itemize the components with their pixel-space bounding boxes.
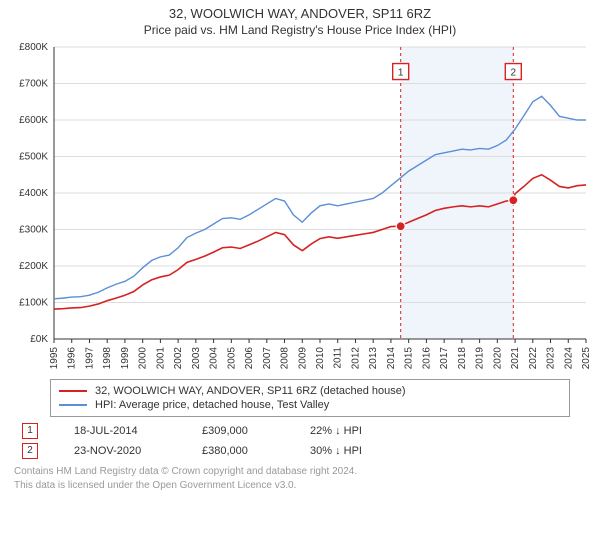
- attribution: Contains HM Land Registry data © Crown c…: [14, 465, 586, 492]
- sale-row: 1 18-JUL-2014 £309,000 22% ↓ HPI: [14, 421, 586, 441]
- svg-text:2008: 2008: [280, 347, 291, 370]
- svg-text:2018: 2018: [457, 347, 468, 370]
- svg-text:2005: 2005: [226, 347, 237, 370]
- chart-title: 32, WOOLWICH WAY, ANDOVER, SP11 6RZ: [10, 6, 590, 21]
- sale-price: £309,000: [202, 425, 274, 437]
- legend-swatch: [59, 390, 87, 392]
- svg-text:1998: 1998: [102, 347, 113, 370]
- svg-text:£600K: £600K: [19, 115, 48, 126]
- svg-text:2004: 2004: [209, 347, 220, 370]
- legend-box: 32, WOOLWICH WAY, ANDOVER, SP11 6RZ (det…: [50, 379, 570, 417]
- price-chart: £0K £100K £200K £300K £400K £500K £600K £700K £8…: [10, 43, 590, 373]
- chart-svg: £0K £100K £200K £300K £400K £500K £600K £700K £8…: [10, 43, 590, 373]
- sale-price: £380,000: [202, 445, 274, 457]
- legend-row: 32, WOOLWICH WAY, ANDOVER, SP11 6RZ (det…: [59, 384, 561, 398]
- sales-table: 1 18-JUL-2014 £309,000 22% ↓ HPI 2 23-NOV-202…: [14, 421, 586, 461]
- svg-text:2015: 2015: [404, 347, 415, 370]
- svg-text:2003: 2003: [191, 347, 202, 370]
- svg-text:2006: 2006: [244, 347, 255, 370]
- svg-text:£300K: £300K: [19, 225, 48, 236]
- svg-text:2011: 2011: [333, 347, 344, 369]
- svg-text:2014: 2014: [386, 347, 397, 370]
- svg-text:2022: 2022: [528, 347, 539, 370]
- svg-text:2021: 2021: [510, 347, 521, 370]
- svg-text:2: 2: [511, 68, 517, 79]
- legend-swatch: [59, 404, 87, 406]
- sale-marker-2: [509, 196, 518, 205]
- svg-text:1: 1: [398, 68, 404, 79]
- svg-text:£100K: £100K: [19, 298, 48, 309]
- svg-text:2009: 2009: [297, 347, 308, 370]
- svg-text:2024: 2024: [563, 347, 574, 370]
- svg-text:2002: 2002: [173, 347, 184, 370]
- svg-text:1999: 1999: [120, 347, 131, 370]
- svg-text:2023: 2023: [546, 347, 557, 370]
- svg-text:1997: 1997: [84, 347, 95, 370]
- svg-text:2017: 2017: [439, 347, 450, 370]
- svg-text:1995: 1995: [49, 347, 60, 370]
- svg-text:2016: 2016: [421, 347, 432, 370]
- sale-marker-1: [396, 222, 405, 231]
- svg-text:£500K: £500K: [19, 152, 48, 163]
- sale-marker-box: 2: [22, 443, 38, 459]
- svg-text:2001: 2001: [155, 347, 166, 370]
- sale-date: 23-NOV-2020: [74, 445, 166, 457]
- svg-text:2007: 2007: [262, 347, 273, 370]
- legend-label: HPI: Average price, detached house, Test…: [95, 399, 329, 411]
- legend-row: HPI: Average price, detached house, Test…: [59, 398, 561, 412]
- svg-text:2025: 2025: [581, 347, 590, 370]
- sale-date: 18-JUL-2014: [74, 425, 166, 437]
- svg-text:£400K: £400K: [19, 188, 48, 199]
- svg-text:2020: 2020: [492, 347, 503, 370]
- attribution-line: This data is licensed under the Open Gov…: [14, 479, 586, 493]
- sale-delta: 30% ↓ HPI: [310, 445, 362, 457]
- attribution-line: Contains HM Land Registry data © Crown c…: [14, 465, 586, 479]
- svg-text:2019: 2019: [475, 347, 486, 370]
- svg-text:£800K: £800K: [19, 43, 48, 53]
- sale-marker-box: 1: [22, 423, 38, 439]
- svg-text:£0K: £0K: [30, 334, 48, 345]
- chart-subtitle: Price paid vs. HM Land Registry's House …: [10, 23, 590, 37]
- legend-label: 32, WOOLWICH WAY, ANDOVER, SP11 6RZ (det…: [95, 385, 406, 397]
- sale-delta: 22% ↓ HPI: [310, 425, 362, 437]
- svg-text:1996: 1996: [67, 347, 78, 370]
- svg-text:2000: 2000: [138, 347, 149, 370]
- svg-text:£200K: £200K: [19, 261, 48, 272]
- sale-row: 2 23-NOV-2020 £380,000 30% ↓ HPI: [14, 441, 586, 461]
- svg-text:2010: 2010: [315, 347, 326, 370]
- svg-text:£700K: £700K: [19, 79, 48, 90]
- svg-text:2013: 2013: [368, 347, 379, 370]
- svg-text:2012: 2012: [350, 347, 361, 370]
